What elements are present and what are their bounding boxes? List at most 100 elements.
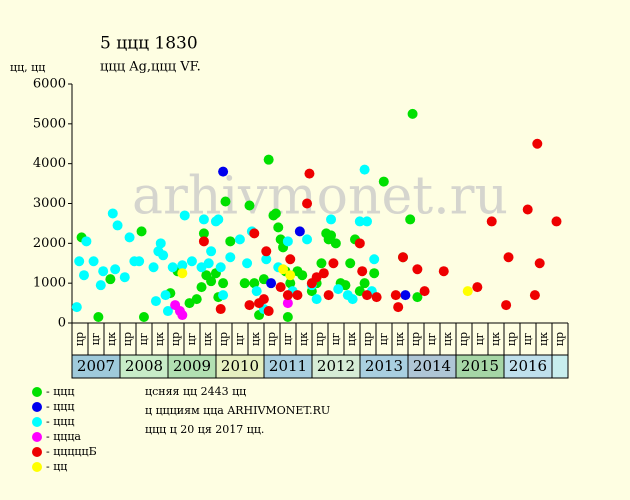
column-label: цр — [505, 332, 518, 346]
data-point — [529, 290, 540, 301]
data-point — [218, 290, 229, 301]
column-label: цг — [425, 332, 438, 345]
data-point — [74, 256, 85, 267]
data-point — [218, 278, 229, 289]
data-point — [251, 286, 262, 297]
data-point — [532, 138, 543, 149]
y-tick-label: 1000 — [33, 276, 66, 291]
data-point — [503, 252, 514, 263]
data-point — [285, 278, 296, 289]
legend-label: - ццц — [46, 385, 74, 398]
data-point — [177, 260, 188, 271]
data-point — [378, 176, 389, 187]
data-point — [397, 252, 408, 263]
data-point — [203, 258, 214, 269]
data-point — [261, 254, 272, 265]
data-point — [225, 236, 236, 247]
data-point — [136, 226, 147, 237]
column-label: цк — [297, 332, 310, 346]
data-point — [282, 298, 293, 309]
data-point — [302, 234, 313, 245]
data-point — [282, 290, 293, 301]
data-point — [220, 196, 231, 207]
data-point — [148, 262, 159, 273]
column-label: цк — [105, 332, 118, 346]
data-point — [138, 312, 149, 323]
column-label: цр — [169, 332, 182, 346]
data-point — [242, 258, 253, 269]
column-label: цг — [377, 332, 390, 345]
data-point — [486, 216, 497, 227]
data-point — [285, 270, 296, 281]
data-point — [160, 290, 171, 301]
data-point — [258, 294, 269, 305]
column-label: цк — [345, 332, 358, 346]
data-point — [119, 272, 130, 283]
data-point — [134, 256, 145, 267]
data-point — [369, 268, 380, 279]
column-label: цк — [489, 332, 502, 346]
data-point — [407, 108, 418, 119]
data-point — [302, 198, 313, 209]
data-point — [362, 216, 373, 227]
data-point — [282, 312, 293, 323]
data-point — [390, 290, 401, 301]
column-label: цг — [521, 332, 534, 345]
data-point — [472, 282, 483, 293]
note: ц ццциям цца ARHIVMONET.RU — [145, 404, 330, 417]
data-point — [438, 266, 449, 277]
data-point — [362, 290, 373, 301]
column-label: цр — [121, 332, 134, 346]
column-label: цг — [89, 332, 102, 345]
data-point — [323, 290, 334, 301]
data-point — [93, 312, 104, 323]
data-point — [155, 238, 166, 249]
column-label: цг — [137, 332, 150, 345]
data-point — [206, 246, 217, 257]
data-point — [419, 286, 430, 297]
note: ццц ц 20 ця 2017 цц. — [145, 423, 264, 436]
data-point — [282, 236, 293, 247]
data-point — [345, 258, 356, 269]
legend-marker — [32, 447, 42, 457]
data-point — [177, 310, 188, 321]
data-point — [249, 228, 260, 239]
data-point — [326, 230, 337, 241]
column-label: цр — [73, 332, 86, 346]
data-point — [105, 274, 116, 285]
data-point — [191, 294, 202, 305]
data-point — [110, 264, 121, 275]
data-point — [275, 282, 286, 293]
data-point — [263, 306, 274, 317]
data-point — [328, 258, 339, 269]
column-label: цр — [553, 332, 566, 346]
data-point — [412, 264, 423, 275]
data-point — [405, 214, 416, 225]
data-point — [196, 282, 207, 293]
data-point — [249, 278, 260, 289]
data-point — [215, 262, 226, 273]
data-point — [150, 296, 161, 307]
y-tick-label: 5000 — [33, 116, 66, 131]
column-label: цк — [537, 332, 550, 346]
year-band — [551, 354, 569, 379]
year-label: 2010 — [221, 357, 259, 375]
data-point — [225, 252, 236, 263]
note: цсняя цц 2443 цц — [145, 385, 246, 398]
data-point — [285, 254, 296, 265]
data-point — [359, 278, 370, 289]
column-label: цр — [265, 332, 278, 346]
year-label: 2013 — [365, 357, 403, 375]
year-label: 2016 — [509, 357, 547, 375]
year-label: 2007 — [77, 357, 115, 375]
data-point — [297, 270, 308, 281]
legend-label: - цццa — [46, 430, 81, 443]
data-point — [400, 290, 411, 301]
data-point — [318, 268, 329, 279]
legend-label: - ццц — [46, 415, 74, 428]
data-point — [261, 246, 272, 257]
legend-marker — [32, 462, 42, 472]
data-point — [316, 258, 327, 269]
watermark: arhivmonet.ru — [132, 167, 508, 227]
data-point — [244, 200, 255, 211]
